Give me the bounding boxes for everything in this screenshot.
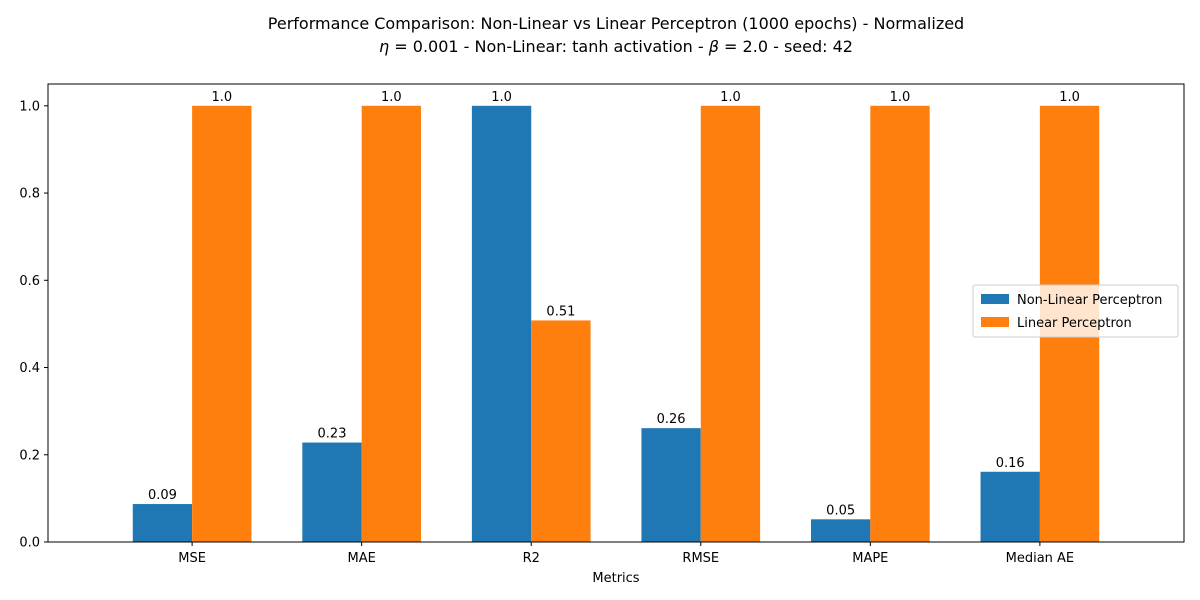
data-label-non-linear-perceptron-r2: 1.0	[491, 90, 512, 105]
x-tick-label-mse: MSE	[178, 551, 206, 566]
legend: Non-Linear Perceptron Linear Perceptron	[972, 284, 1179, 338]
data-label-non-linear-perceptron-mse: 0.09	[148, 488, 177, 503]
x-axis-label: Metrics	[592, 571, 639, 586]
chart-subtitle: η = 0.001 - Non-Linear: tanh activation …	[379, 37, 853, 56]
bars-layer	[132, 105, 1100, 542]
subtitle-eta-text: = 0.001 - Non-Linear: tanh activation -	[389, 37, 709, 56]
plot-frame	[47, 83, 1185, 543]
legend-label-linear: Linear Perceptron	[1017, 316, 1132, 331]
data-label-linear-perceptron-mape: 1.0	[890, 90, 911, 105]
bar-non-linear-perceptron-mse	[132, 504, 193, 542]
legend-box	[972, 284, 1179, 338]
y-tick-label: 0.0	[19, 536, 40, 551]
data-label-linear-perceptron-mae: 1.0	[381, 90, 402, 105]
subtitle-eta-symbol: η	[379, 37, 389, 56]
x-tick-label-median-ae: Median AE	[1006, 551, 1075, 566]
x-tick-label-mape: MAPE	[852, 551, 888, 566]
bar-non-linear-perceptron-r2	[471, 105, 532, 542]
bar-non-linear-perceptron-rmse	[641, 428, 701, 542]
bar-non-linear-perceptron-median-ae	[980, 471, 1040, 542]
x-tick-label-rmse: RMSE	[682, 551, 719, 566]
bar-linear-perceptron-rmse	[700, 105, 761, 542]
y-tick-label: 0.6	[19, 274, 40, 289]
y-tick-label: 1.0	[19, 99, 40, 114]
data-label-linear-perceptron-mse: 1.0	[211, 90, 232, 105]
bar-non-linear-perceptron-mae	[302, 442, 362, 542]
legend-label-non-linear: Non-Linear Perceptron	[1017, 293, 1162, 308]
bar-linear-perceptron-r2	[531, 320, 591, 542]
x-tick-label-r2: R2	[523, 551, 540, 566]
y-tick-label: 0.8	[19, 187, 40, 202]
x-tick-label-mae: MAE	[348, 551, 376, 566]
data-label-linear-perceptron-median-ae: 1.0	[1059, 90, 1080, 105]
bar-non-linear-perceptron-mape	[810, 519, 871, 542]
data-labels-layer: 0.09 0.23 1.0 0.26 0.05 0.16 1.0 1.0 0.51 1.0 1.0 1…	[148, 90, 1080, 519]
axes-layer: 0.0 0.2 0.4 0.6 0.8 1.0 MSE MAE R2 RMSE MAPE Median…	[19, 83, 1185, 566]
bar-linear-perceptron-mae	[361, 105, 422, 542]
legend-swatch-non-linear	[981, 294, 1009, 304]
subtitle-beta-symbol: β	[708, 37, 719, 56]
data-label-linear-perceptron-rmse: 1.0	[720, 90, 741, 105]
data-label-non-linear-perceptron-rmse: 0.26	[657, 412, 686, 427]
subtitle-beta-text: = 2.0 - seed: 42	[719, 37, 853, 56]
data-label-non-linear-perceptron-mape: 0.05	[826, 503, 855, 518]
y-tick-label: 0.2	[19, 448, 40, 463]
chart-title: Performance Comparison: Non-Linear vs Li…	[268, 14, 964, 33]
bar-linear-perceptron-mape	[870, 105, 930, 542]
data-label-non-linear-perceptron-mae: 0.23	[318, 427, 347, 442]
bar-linear-perceptron-mse	[192, 105, 252, 542]
legend-swatch-linear	[981, 317, 1009, 327]
y-tick-label: 0.4	[19, 361, 40, 376]
data-label-linear-perceptron-r2: 0.51	[546, 304, 575, 319]
data-label-non-linear-perceptron-median-ae: 0.16	[996, 456, 1025, 471]
